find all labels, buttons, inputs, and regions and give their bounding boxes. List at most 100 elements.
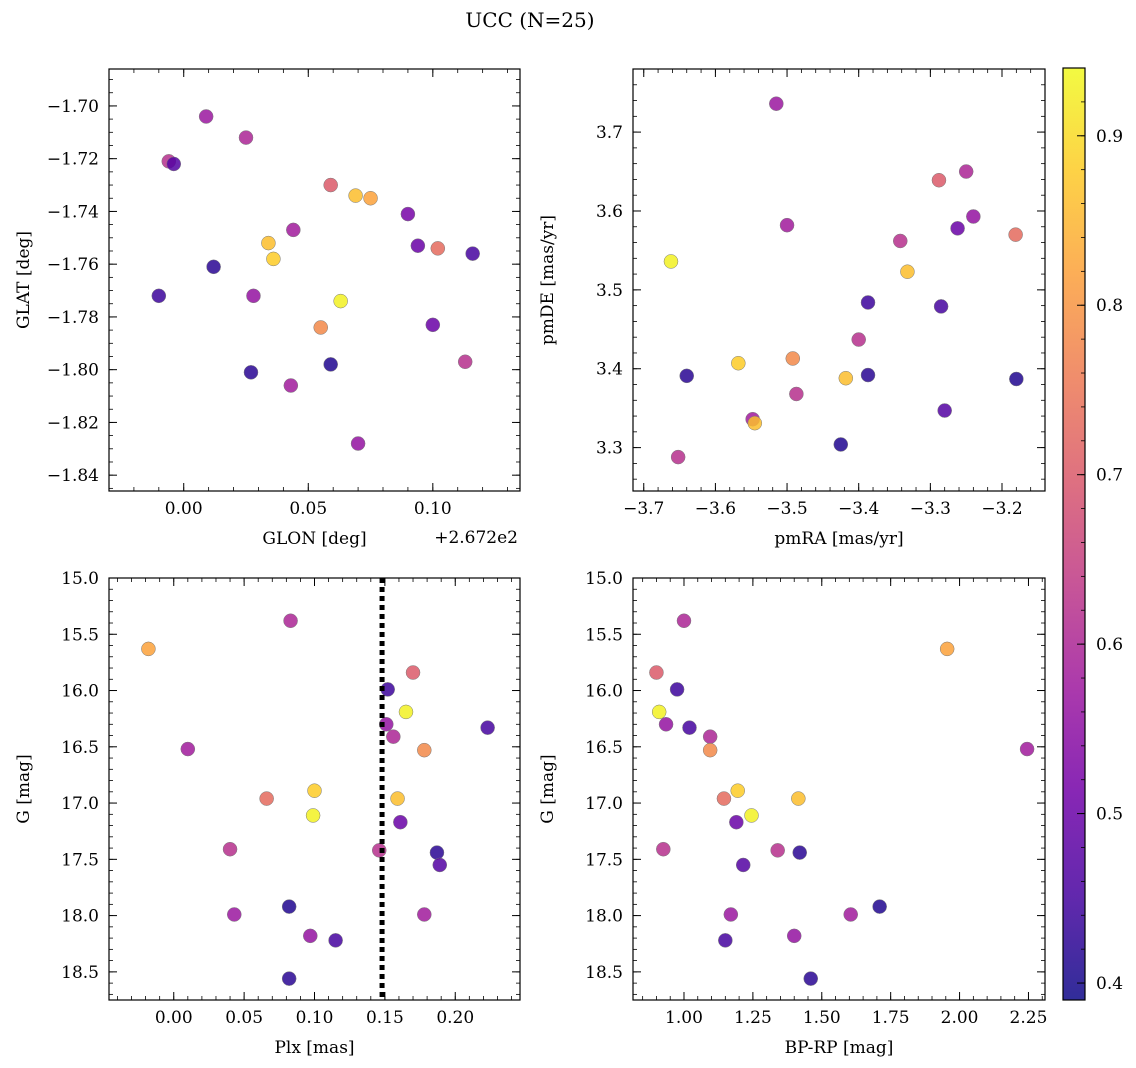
colorbar-tick-label: 0.8 (1096, 296, 1123, 316)
axes-frame (108, 68, 521, 492)
y-tick-label: 18.0 (585, 907, 623, 927)
colorbar-tick-label: 0.5 (1096, 805, 1123, 825)
data-point (676, 613, 692, 629)
y-tick-label: 18.5 (585, 963, 623, 983)
data-point (716, 791, 732, 806)
data-point (792, 845, 807, 860)
data-point (937, 403, 952, 418)
axes-frame (632, 577, 1046, 1001)
data-point (363, 190, 378, 206)
data-point (141, 641, 156, 657)
data-point (785, 351, 801, 366)
data-point (669, 682, 685, 697)
data-point (166, 156, 182, 172)
data-point (303, 928, 318, 944)
y-tick-label: 16.5 (585, 738, 623, 758)
x-axis-label: BP-RP [mag] (785, 1038, 894, 1058)
data-point (791, 791, 806, 806)
data-point (735, 857, 751, 873)
data-point (398, 704, 414, 720)
y-tick-label: 3.4 (596, 360, 623, 380)
data-point (931, 172, 947, 188)
x-tick-label: −3.4 (838, 499, 879, 519)
data-point (222, 841, 238, 857)
data-point (731, 355, 746, 371)
x-tick-label: 0.05 (225, 1008, 263, 1028)
data-point (206, 259, 221, 275)
data-point (286, 222, 301, 238)
data-point (400, 206, 416, 222)
y-tick-label: 16.0 (61, 682, 99, 702)
x-tick-label: −3.6 (695, 499, 736, 519)
panel-p2: −3.7 −3.6 −3.5 −3.4 −3.3 −3.2 3.3 3.4 3.5 3.6 3.7 p… (538, 68, 1046, 549)
data-point (246, 288, 261, 304)
data-point (651, 704, 667, 720)
data-point (417, 742, 432, 758)
x-tick-label: 2.00 (941, 1008, 979, 1028)
y-tick-label: 3.6 (596, 202, 623, 222)
data-point (900, 264, 915, 279)
x-offset-text: +2.672e2 (434, 528, 518, 548)
data-point (313, 320, 328, 335)
axes-frame (108, 577, 521, 1001)
y-tick-label: −1.82 (47, 413, 99, 433)
data-point (656, 841, 671, 857)
panel-p3: 0.00 0.05 0.10 0.15 0.20 15.0 15.5 16.0 16.5 17.0… (14, 569, 521, 1058)
x-tick-label: 0.20 (436, 1008, 474, 1028)
y-tick-label: 15.0 (61, 569, 99, 589)
x-tick-label: 1.25 (734, 1008, 772, 1028)
y-axis-label: pmDE [mas/yr] (538, 215, 558, 345)
data-point (323, 177, 338, 193)
data-point (872, 899, 887, 914)
data-point (227, 907, 242, 922)
data-point (425, 317, 441, 333)
x-tick-label: 0.00 (165, 499, 203, 519)
y-tick-label: −1.78 (47, 308, 99, 328)
data-point (281, 971, 297, 986)
data-point (281, 899, 297, 914)
data-point (180, 741, 196, 757)
x-tick-label: −3.5 (766, 499, 807, 519)
data-point (723, 907, 739, 922)
x-axis-label: Plx [mas] (274, 1038, 354, 1058)
x-axis-label: pmRA [mas/yr] (774, 529, 903, 549)
panel-p4: 1.00 1.25 1.50 1.75 2.00 2.25 15.0 15.5 16.0 16.5… (538, 569, 1047, 1058)
data-point (702, 729, 718, 744)
y-tick-label: 17.5 (585, 850, 623, 870)
data-point (243, 365, 259, 380)
data-point (679, 368, 694, 384)
x-tick-label: −3.2 (981, 499, 1022, 519)
data-point (1009, 371, 1024, 387)
data-point (350, 436, 366, 451)
y-tick-label: 16.5 (61, 738, 99, 758)
data-point (730, 783, 745, 798)
y-tick-label: 3.5 (596, 281, 623, 301)
y-tick-label: 17.5 (61, 850, 99, 870)
data-point (333, 293, 348, 309)
y-tick-label: 3.3 (596, 439, 623, 459)
data-point (958, 164, 974, 179)
y-tick-label: −1.84 (47, 466, 99, 486)
x-tick-label: 2.25 (1010, 1008, 1048, 1028)
x-tick-label: 0.10 (296, 1008, 334, 1028)
colorbar: 0.4 0.5 0.6 0.7 0.8 0.9 (1062, 67, 1123, 1001)
y-tick-label: −1.70 (47, 97, 99, 117)
y-tick-label: −1.76 (47, 255, 99, 275)
y-axis-label: GLAT [deg] (14, 231, 34, 329)
x-tick-label: 1.00 (665, 1008, 703, 1028)
colorbar-tick-label: 0.4 (1096, 974, 1123, 994)
y-tick-label: 17.0 (61, 794, 99, 814)
y-tick-label: 15.5 (585, 625, 623, 645)
y-axis-label: G [mag] (14, 754, 34, 823)
data-point (410, 238, 426, 253)
data-point (860, 367, 876, 383)
data-point (786, 928, 802, 944)
x-tick-label: 1.50 (803, 1008, 841, 1028)
data-point (393, 814, 408, 830)
data-point (779, 217, 795, 233)
data-point (663, 254, 679, 269)
data-point (966, 209, 981, 224)
data-point (649, 665, 664, 680)
data-point (950, 221, 965, 236)
